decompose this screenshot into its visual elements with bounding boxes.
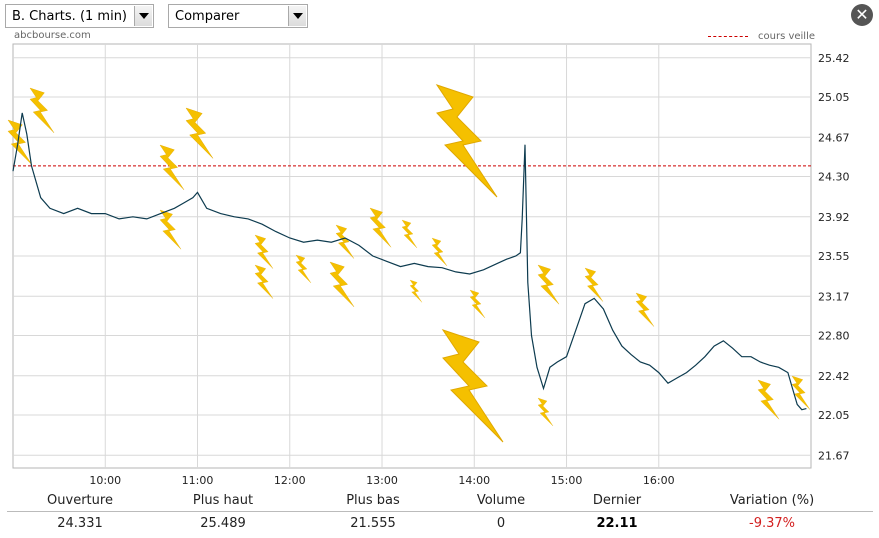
chevron-down-icon[interactable] bbox=[288, 6, 306, 26]
stat-value: 0 bbox=[496, 516, 506, 531]
lightning-bolt-icon bbox=[159, 209, 182, 250]
lightning-bolt-icon bbox=[791, 375, 811, 410]
x-tick-label: 13:00 bbox=[366, 474, 398, 487]
lightning-bolt-icon bbox=[295, 254, 312, 284]
compare-select-value: Comparer bbox=[175, 9, 240, 24]
lightning-bolt-icon bbox=[409, 279, 423, 303]
chart-type-select[interactable]: B. Charts. (1 min) bbox=[5, 4, 154, 28]
stat-value: 25.489 bbox=[200, 516, 246, 531]
x-tick-label: 12:00 bbox=[274, 474, 306, 487]
lightning-bolt-icon bbox=[537, 264, 560, 305]
lightning-bolt-icon bbox=[431, 237, 448, 267]
lightning-bolt-icon bbox=[635, 292, 655, 327]
lightning-bolt-icon bbox=[29, 87, 55, 133]
stat-value: 22.11 bbox=[596, 516, 638, 531]
stat-value: 21.555 bbox=[350, 516, 396, 531]
y-tick-label: 24.67 bbox=[818, 131, 850, 144]
y-tick-label: 23.55 bbox=[818, 250, 850, 263]
close-icon[interactable]: ✕ bbox=[851, 4, 873, 26]
lightning-bolt-icon bbox=[185, 107, 214, 159]
stats-divider bbox=[7, 511, 873, 512]
lightning-bolt-icon bbox=[401, 219, 418, 249]
y-axis-tick-labels: 25.42 25.05 24.67 24.30 23.92 23.55 23.17 22.80… bbox=[818, 52, 850, 463]
lightning-bolt-icon bbox=[537, 397, 554, 427]
stat-label: Plus haut bbox=[192, 493, 254, 508]
stat-label: Volume bbox=[476, 493, 526, 508]
lightning-bolt-icon bbox=[584, 267, 604, 302]
price-series-line bbox=[12, 112, 807, 411]
lightning-bolt-icon bbox=[757, 379, 780, 420]
legend-label: cours veille bbox=[758, 31, 816, 42]
lightning-bolt-icon bbox=[329, 261, 355, 307]
stat-plus-bas: Plus bas 21.555 bbox=[313, 493, 433, 531]
y-tick-label: 21.67 bbox=[818, 449, 850, 462]
stat-plus-haut: Plus haut 25.489 bbox=[163, 493, 283, 531]
site-label: abcbourse.com bbox=[14, 30, 91, 41]
x-axis-tick-labels: 10:00 11:00 12:00 13:00 14:00 15:00 16:00 bbox=[89, 474, 674, 487]
compare-select[interactable]: Comparer bbox=[168, 4, 308, 28]
stat-volume: Volume 0 bbox=[441, 493, 561, 531]
stat-value: 24.331 bbox=[57, 516, 103, 531]
stat-label: Ouverture bbox=[47, 493, 113, 508]
y-tick-label: 22.80 bbox=[818, 330, 850, 343]
chart-type-select-value: B. Charts. (1 min) bbox=[12, 9, 128, 24]
chevron-down-icon[interactable] bbox=[134, 6, 152, 26]
x-tick-label: 16:00 bbox=[643, 474, 675, 487]
stat-label: Dernier bbox=[592, 493, 642, 508]
legend-swatch bbox=[708, 35, 748, 37]
lightning-bolt-icon bbox=[254, 264, 274, 299]
x-tick-label: 15:00 bbox=[551, 474, 583, 487]
stat-value: -9.37% bbox=[749, 516, 795, 531]
lightning-bolt-icon bbox=[254, 234, 274, 269]
y-tick-label: 25.05 bbox=[818, 91, 850, 104]
y-tick-label: 25.42 bbox=[818, 52, 850, 65]
lightning-bolt-icon bbox=[7, 119, 33, 165]
y-tick-label: 23.92 bbox=[818, 211, 850, 224]
lightning-bolt-icon bbox=[369, 207, 392, 248]
lightning-bolt-icon bbox=[441, 329, 504, 443]
y-tick-label: 22.42 bbox=[818, 370, 850, 383]
lightning-bolt-icon bbox=[469, 289, 486, 319]
grid-lines bbox=[13, 44, 811, 468]
x-tick-label: 14:00 bbox=[458, 474, 490, 487]
stat-dernier: Dernier 22.11 bbox=[557, 493, 677, 531]
y-tick-label: 23.17 bbox=[818, 290, 850, 303]
lightning-bolt-icon bbox=[435, 84, 498, 198]
y-tick-label: 24.30 bbox=[818, 171, 850, 184]
lightning-bolt-icon bbox=[159, 144, 185, 190]
x-tick-label: 11:00 bbox=[182, 474, 214, 487]
stat-ouverture: Ouverture 24.331 bbox=[20, 493, 140, 531]
legend: cours veille bbox=[708, 31, 815, 42]
stat-label: Variation (%) bbox=[729, 493, 815, 508]
y-tick-label: 22.05 bbox=[818, 409, 850, 422]
stat-label: Plus bas bbox=[346, 493, 400, 508]
stat-variation: Variation (%) -9.37% bbox=[712, 493, 832, 531]
x-tick-label: 10:00 bbox=[89, 474, 121, 487]
lightning-bolt-icon bbox=[335, 224, 355, 259]
lightning-bolt-decorations bbox=[7, 84, 811, 443]
